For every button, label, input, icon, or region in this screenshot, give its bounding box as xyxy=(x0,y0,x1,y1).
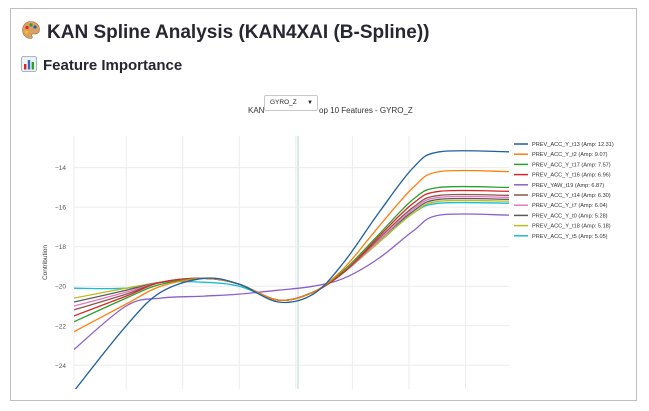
app-title-text: KAN Spline Analysis (KAN4XAI (B-Spline)) xyxy=(47,22,430,43)
y-tick-label: −18 xyxy=(55,244,66,251)
series-line xyxy=(74,169,509,333)
legend-entry[interactable]: PREV_ACC_Y_t14 (Amp: 6.30) xyxy=(532,193,611,199)
chart-title-suffix: op 10 Features - GYRO_Z xyxy=(319,106,413,115)
y-tick-label: −16 xyxy=(55,205,66,212)
y-tick-label: −24 xyxy=(55,363,66,370)
app-frame: KAN Spline Analysis (KAN4XAI (B-Spline))… xyxy=(10,8,637,401)
legend-entry[interactable]: PREV_ACC_Y_t13 (Amp: 12.31) xyxy=(532,142,614,148)
section-title-text: Feature Importance xyxy=(43,57,183,74)
legend-entry[interactable]: PREV_YAW_t19 (Amp: 6.87) xyxy=(532,183,604,189)
chart-title-prefix: KAN xyxy=(248,106,265,115)
legend-entry[interactable]: PREV_ACC_Y_t7 (Amp: 6.04) xyxy=(532,203,608,209)
legend-entry[interactable]: PREV_ACC_Y_t5 (Amp: 5.05) xyxy=(532,234,608,240)
dropdown-selected-value: GYRO_Z xyxy=(270,99,297,106)
legend-entry[interactable]: PREV_ACC_Y_t16 (Amp: 6.96) xyxy=(532,173,611,179)
legend-entry[interactable]: PREV_ACC_Y_t17 (Amp: 7.57) xyxy=(532,162,611,168)
legend-entry[interactable]: PREV_ACC_Y_t18 (Amp: 5.18) xyxy=(532,224,611,230)
feature-dropdown[interactable]: GYRO_Z ▼ xyxy=(264,95,318,111)
series-line xyxy=(74,149,509,389)
y-tick-label: −14 xyxy=(55,165,66,172)
series-line xyxy=(74,199,509,301)
palette-icon xyxy=(21,20,41,46)
chevron-down-icon: ▼ xyxy=(307,100,313,106)
series-line xyxy=(74,213,509,350)
y-tick-label: −20 xyxy=(55,284,66,291)
y-axis-label: Contribution xyxy=(42,245,49,280)
app-title: KAN Spline Analysis (KAN4XAI (B-Spline)) xyxy=(21,20,430,46)
y-tick-label: −22 xyxy=(55,323,66,330)
legend-entry[interactable]: PREV_ACC_Y_t2 (Amp: 9.07) xyxy=(532,152,608,158)
legend-entry[interactable]: PREV_ACC_Y_t0 (Amp: 5.28) xyxy=(532,213,608,219)
section-title: Feature Importance xyxy=(21,56,182,76)
spline-chart: −14 −16 −18 −20 −22 −24 Contribution KAN op 10 F… xyxy=(42,106,614,389)
bar-chart-icon xyxy=(21,56,37,76)
